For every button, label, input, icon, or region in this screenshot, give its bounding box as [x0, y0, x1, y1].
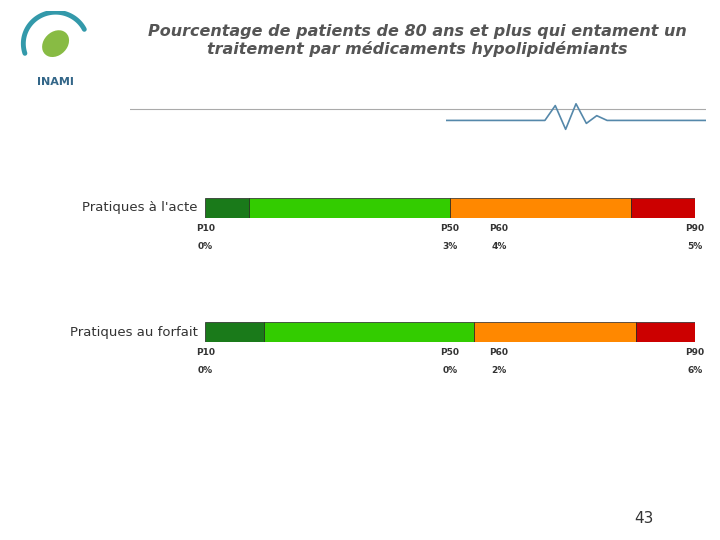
Bar — [249, 198, 450, 218]
Text: P90: P90 — [685, 348, 704, 357]
Bar — [636, 322, 695, 342]
Text: 43: 43 — [635, 511, 654, 526]
Bar — [631, 198, 695, 218]
Text: Pratiques au forfait: Pratiques au forfait — [70, 326, 198, 339]
Bar — [205, 322, 264, 342]
Text: 5%: 5% — [687, 241, 703, 251]
Ellipse shape — [42, 30, 69, 57]
Text: P10: P10 — [196, 348, 215, 357]
Text: P60: P60 — [490, 224, 508, 233]
Bar — [264, 322, 474, 342]
Bar — [474, 322, 636, 342]
Text: P60: P60 — [490, 348, 508, 357]
Bar — [205, 198, 249, 218]
Text: P90: P90 — [685, 224, 704, 233]
Text: Pourcentage de patients de 80 ans et plus qui entament un
traitement par médicam: Pourcentage de patients de 80 ans et plu… — [148, 24, 687, 57]
Text: Pratiques à l'acte: Pratiques à l'acte — [83, 201, 198, 214]
Text: P50: P50 — [441, 348, 459, 357]
Text: INAMI: INAMI — [37, 77, 74, 87]
Text: 4%: 4% — [491, 241, 507, 251]
Bar — [450, 198, 631, 218]
Text: 3%: 3% — [442, 241, 458, 251]
Text: 0%: 0% — [442, 366, 458, 375]
Text: 0%: 0% — [197, 241, 213, 251]
Text: 0%: 0% — [197, 366, 213, 375]
Text: 6%: 6% — [687, 366, 703, 375]
Text: P10: P10 — [196, 224, 215, 233]
Text: 2%: 2% — [491, 366, 507, 375]
Text: P50: P50 — [441, 224, 459, 233]
